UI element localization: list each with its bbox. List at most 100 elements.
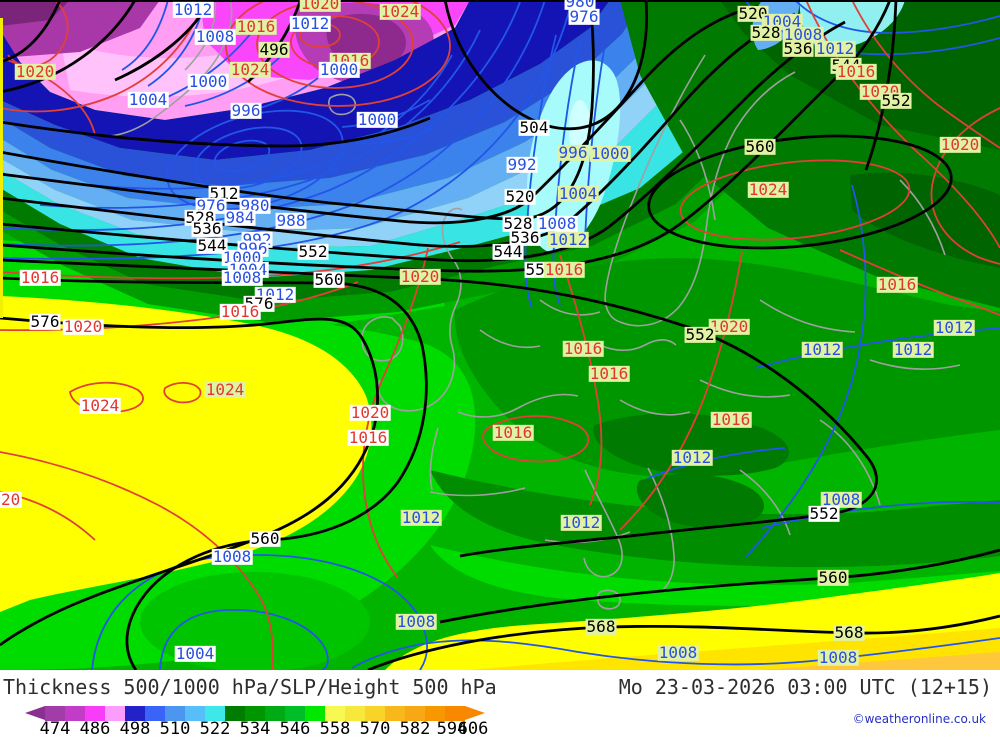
map-datetime: Mo 23-03-2026 03:00 UTC (12+15) bbox=[618, 675, 992, 699]
map-contour-label: 984 bbox=[224, 207, 256, 227]
map-contour-label: 1012 bbox=[892, 339, 934, 359]
colorbar-tick-label: 570 bbox=[359, 719, 391, 739]
weather-map: 1012 1008 1016 1020 1024 1012 496 1024 1016 1020 1… bbox=[0, 0, 1000, 670]
map-contour-label: 1020 bbox=[399, 266, 441, 286]
map-contour-label: 1008 bbox=[221, 267, 263, 287]
map-contour-label: 552 bbox=[808, 503, 840, 523]
colorbar-segment bbox=[65, 706, 85, 721]
map-contour-label: 1000 bbox=[187, 71, 229, 91]
map-contour-label: 1016 bbox=[543, 259, 585, 279]
colorbar-tick-label: 546 bbox=[279, 719, 311, 739]
map-contour-label: 1012 bbox=[289, 13, 331, 33]
map-contour-label: 1012 bbox=[400, 507, 442, 527]
map-contour-label: 1016 bbox=[835, 61, 877, 81]
map-contour-label: 1020 bbox=[299, 0, 341, 13]
map-contour-label: 1024 bbox=[204, 379, 246, 399]
map-contour-label: 1008 bbox=[782, 24, 824, 44]
map-contour-label: 1008 bbox=[536, 213, 578, 233]
copyright-text: ©weatheronline.co.uk bbox=[852, 712, 986, 726]
map-contour-label: 1012 bbox=[560, 512, 602, 532]
map-contour-label: 1016 bbox=[492, 422, 534, 442]
map-contour-label: 1024 bbox=[747, 179, 789, 199]
map-contour-label: 1020 bbox=[708, 316, 750, 336]
colorbar-segment bbox=[85, 706, 105, 721]
map-contour-label: 560 bbox=[744, 136, 776, 156]
map-contour-label: 1012 bbox=[172, 0, 214, 19]
map-contour-label: 568 bbox=[585, 616, 617, 636]
colorbar-tick-label: 534 bbox=[239, 719, 271, 739]
map-contour-label: 560 bbox=[313, 269, 345, 289]
map-contour-label: 1008 bbox=[211, 546, 253, 566]
map-contour-label: 1012 bbox=[671, 447, 713, 467]
map-contour-label: 560 bbox=[817, 567, 849, 587]
colorbar-segment bbox=[405, 706, 425, 721]
map-contour-label: 1008 bbox=[395, 611, 437, 631]
colorbar-segment bbox=[265, 706, 285, 721]
map-contour-label: 1020 bbox=[62, 316, 104, 336]
colorbar-segment bbox=[245, 706, 265, 721]
map-contour-label: 552 bbox=[880, 90, 912, 110]
map-contour-label: 1008 bbox=[194, 26, 236, 46]
map-contour-label: 504 bbox=[518, 117, 550, 137]
map-contour-label: 1020 bbox=[349, 402, 391, 422]
colorbar-tick-label: 498 bbox=[119, 719, 151, 739]
colorbar-segment bbox=[125, 706, 145, 721]
map-contour-label: 560 bbox=[249, 528, 281, 548]
colorbar-tick-label: 522 bbox=[199, 719, 231, 739]
map-contour-label: 568 bbox=[833, 622, 865, 642]
colorbar-tick-label: 486 bbox=[79, 719, 111, 739]
colorbar-segment bbox=[145, 706, 165, 721]
colorbar-segment bbox=[285, 706, 305, 721]
map-contour-label: 1016 bbox=[219, 301, 261, 321]
map-contour-label: 976 bbox=[568, 6, 600, 26]
map-contour-label: 536 bbox=[191, 218, 223, 238]
map-contour-label: 1016 bbox=[19, 267, 61, 287]
map-contour-label: 552 bbox=[297, 241, 329, 261]
map-contour-label: 536 bbox=[509, 227, 541, 247]
colorbar-segment bbox=[165, 706, 185, 721]
map-contour-label: 980 bbox=[564, 0, 596, 11]
colorbar-tick-label: 606 bbox=[457, 719, 489, 739]
colorbar-segment bbox=[305, 706, 325, 721]
map-contour-label: 996 bbox=[557, 142, 589, 162]
map-contour-label: 1012 bbox=[801, 339, 843, 359]
map-contour-label: 1016 bbox=[710, 409, 752, 429]
colorbar-tick-label: 474 bbox=[39, 719, 71, 739]
map-contour-label: 528 bbox=[750, 22, 782, 42]
map-contour-label: 528 bbox=[502, 213, 534, 233]
colorbar-segment bbox=[445, 706, 465, 721]
map-contour-label: 1008 bbox=[657, 642, 699, 662]
map-contour-label: 1012 bbox=[814, 38, 856, 58]
map-contour-label: 1024 bbox=[379, 1, 421, 21]
map-contour-label: 1020 bbox=[939, 134, 981, 154]
map-contour-label: 996 bbox=[230, 100, 262, 120]
map-contour-label: 1016 bbox=[347, 427, 389, 447]
map-contour-label: 536 bbox=[782, 38, 814, 58]
map-contour-label: 1004 bbox=[174, 643, 216, 663]
colorbar-segment bbox=[325, 706, 345, 721]
map-contour-label: 1000 bbox=[318, 59, 360, 79]
map-contour-label: 544 bbox=[492, 241, 524, 261]
map-contour-label: 988 bbox=[275, 210, 307, 230]
map-contour-label: 1012 bbox=[547, 229, 589, 249]
colorbar-segment bbox=[45, 706, 65, 721]
map-contour-label: 1004 bbox=[557, 183, 599, 203]
map-contour-label: 1016 bbox=[235, 16, 277, 36]
map-contour-label: 1008 bbox=[817, 647, 859, 667]
map-contour-label: 1000 bbox=[589, 143, 631, 163]
colorbar-left-arrow-icon bbox=[25, 706, 45, 720]
colorbar-tick-label: 558 bbox=[319, 719, 351, 739]
thickness-colorbar bbox=[25, 706, 485, 721]
map-contour-label: 1020 bbox=[0, 491, 22, 509]
map-contour-label: 520 bbox=[737, 3, 769, 23]
map-contour-label: 1004 bbox=[127, 89, 169, 109]
map-contour-label: 1016 bbox=[588, 363, 630, 383]
colorbar-segment bbox=[205, 706, 225, 721]
weather-map-graphic bbox=[0, 0, 1000, 670]
colorbar-segment bbox=[385, 706, 405, 721]
colorbar-tick-label: 582 bbox=[399, 719, 431, 739]
colorbar-ticks: 474 486 498 510 522 534 546 558 570 582 594 606 bbox=[0, 719, 500, 739]
map-contour-label: 992 bbox=[506, 154, 538, 174]
map-contour-label: 1024 bbox=[79, 395, 121, 415]
map-contour-label: 1016 bbox=[876, 274, 918, 294]
